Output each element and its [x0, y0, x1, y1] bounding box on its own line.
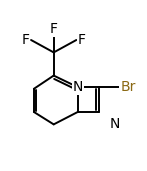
Text: F: F	[50, 22, 58, 36]
Text: N: N	[109, 117, 120, 131]
Text: Br: Br	[120, 80, 136, 94]
Text: N: N	[73, 80, 83, 94]
Text: F: F	[78, 33, 86, 47]
Text: F: F	[22, 33, 30, 47]
